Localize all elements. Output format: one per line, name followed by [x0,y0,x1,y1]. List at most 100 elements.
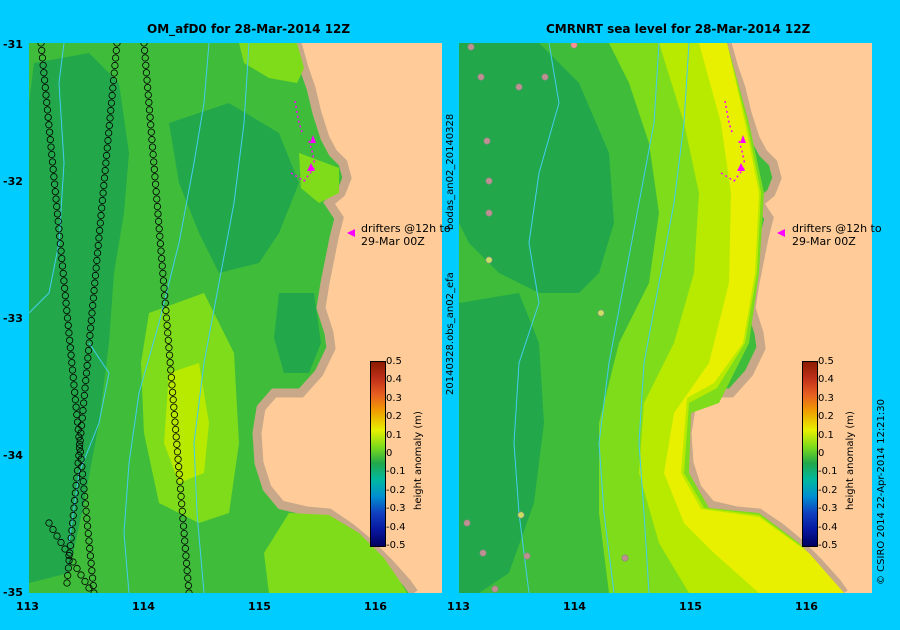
altimeter-point [88,567,96,575]
altimeter-point [150,158,158,166]
altimeter-point [71,388,79,396]
anomaly-region-dark [274,293,321,373]
right-colorbar-title: height anomaly (m) [845,411,856,510]
altimeter-point [42,91,50,99]
altimeter-point [109,84,117,92]
altimeter-point [170,411,179,419]
anomaly-region-dark [459,43,614,293]
altimeter-point [159,277,168,285]
altimeter-point [56,232,64,240]
altimeter-point [161,292,169,300]
altimeter-point [145,98,153,107]
altimeter-point [73,474,81,482]
observation-point [483,137,491,145]
altimeter-point [100,174,109,182]
observation-point [463,519,471,527]
altimeter-point [97,211,105,220]
x-tick-right-115: 115 [679,600,702,613]
altimeter-point [74,459,82,467]
y-tick-35: -35 [3,586,23,599]
altimeter-point [168,381,176,389]
altimeter-point [89,294,97,302]
left-map-panel[interactable] [29,43,442,593]
altimeter-point [61,545,69,553]
altimeter-point [48,158,57,166]
altimeter-point [71,396,79,404]
observation-point [485,209,493,217]
altimeter-point [72,481,80,490]
observation-point [621,554,629,562]
altimeter-point [174,455,182,463]
altimeter-point [69,511,77,520]
x-tick-right-114: 114 [563,600,586,613]
y-tick-34: -34 [3,449,23,462]
x-tick-left-116: 116 [364,600,387,613]
altimeter-point [56,240,64,248]
altimeter-point [144,83,152,92]
altimeter-point [76,440,84,448]
altimeter-point [182,552,190,560]
altimeter-point [62,299,70,307]
altimeter-point [84,354,92,362]
satellite-track-layer [37,43,193,593]
altimeter-point [73,466,82,475]
altimeter-point [102,159,110,167]
altimeter-point [52,195,60,203]
altimeter-point [158,254,166,263]
altimeter-point [87,324,95,332]
altimeter-point [86,544,94,553]
altimeter-point [103,144,111,152]
observation-point [485,256,493,264]
left-map-svg [29,43,442,593]
altimeter-point [140,43,148,47]
altimeter-point [176,485,185,493]
altimeter-point [160,284,168,292]
altimeter-point [75,433,83,441]
altimeter-point [165,344,173,352]
colorbar-tick-right: 0.3 [818,392,834,404]
colorbar-tick-left: -0.3 [386,503,406,515]
altimeter-point [182,559,191,567]
altimeter-point [98,196,107,205]
altimeter-point [91,271,100,280]
altimeter-point [96,226,104,235]
altimeter-point [165,351,174,359]
altimeter-point [82,369,91,377]
altimeter-point [82,376,90,385]
altimeter-point [44,113,52,121]
altimeter-point [77,421,86,430]
altimeter-point [98,204,106,212]
altimeter-point [57,538,65,547]
altimeter-point [151,173,159,181]
altimeter-point [59,269,67,278]
altimeter-point [184,574,192,582]
altimeter-point [66,541,75,550]
altimeter-point [83,522,92,530]
altimeter-point [89,301,97,310]
altimeter-point [43,98,51,107]
altimeter-point [66,336,74,344]
observation-point [515,83,523,91]
altimeter-point [73,411,81,419]
altimeter-point [85,584,93,592]
altimeter-point [107,99,116,107]
altimeter-point [85,339,93,347]
altimeter-point [104,136,112,145]
altimeter-point [92,264,100,272]
altimeter-point [87,559,95,567]
altimeter-point [89,581,97,590]
observation-point [523,552,531,560]
x-tick-left-113: 113 [16,600,39,613]
altimeter-point [79,406,87,415]
altimeter-point [163,321,171,330]
altimeter-point [82,507,90,515]
altimeter-point [81,500,90,508]
colorbar-tick-left: 0.5 [386,356,402,367]
altimeter-point [107,106,115,115]
colorbar-tick-right: -0.3 [818,503,838,515]
altimeter-point [88,574,97,582]
observation-points [463,43,629,593]
altimeter-point [68,358,76,367]
observation-point [467,43,475,51]
altimeter-point [153,202,161,211]
